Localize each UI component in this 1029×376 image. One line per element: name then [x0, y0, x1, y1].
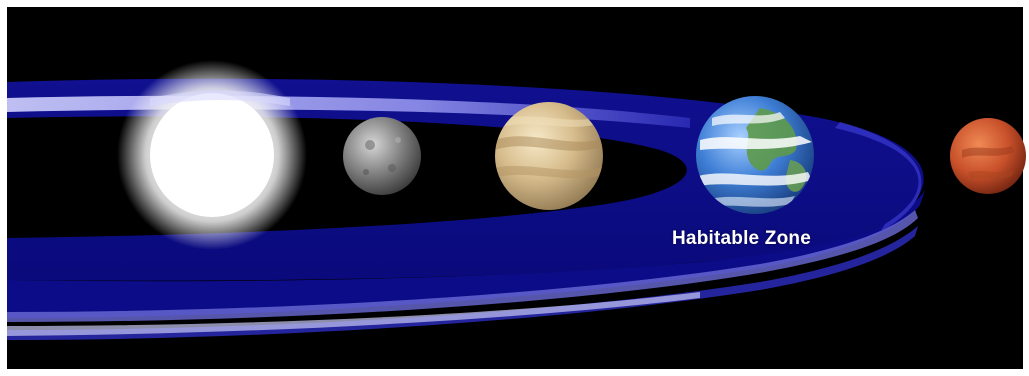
zone-ring-body	[7, 78, 924, 281]
sun-icon	[117, 60, 307, 250]
zone-bottom-highlight	[7, 210, 918, 322]
venus-icon	[495, 102, 603, 210]
zone-lower-rim-shine	[7, 292, 700, 336]
zone-ring-edge	[835, 122, 922, 232]
zone-band-front	[7, 190, 925, 318]
mars-icon	[950, 118, 1026, 194]
habitable-zone-label: Habitable Zone	[672, 228, 811, 249]
mercury-icon	[343, 117, 421, 195]
earth-icon	[696, 96, 814, 214]
